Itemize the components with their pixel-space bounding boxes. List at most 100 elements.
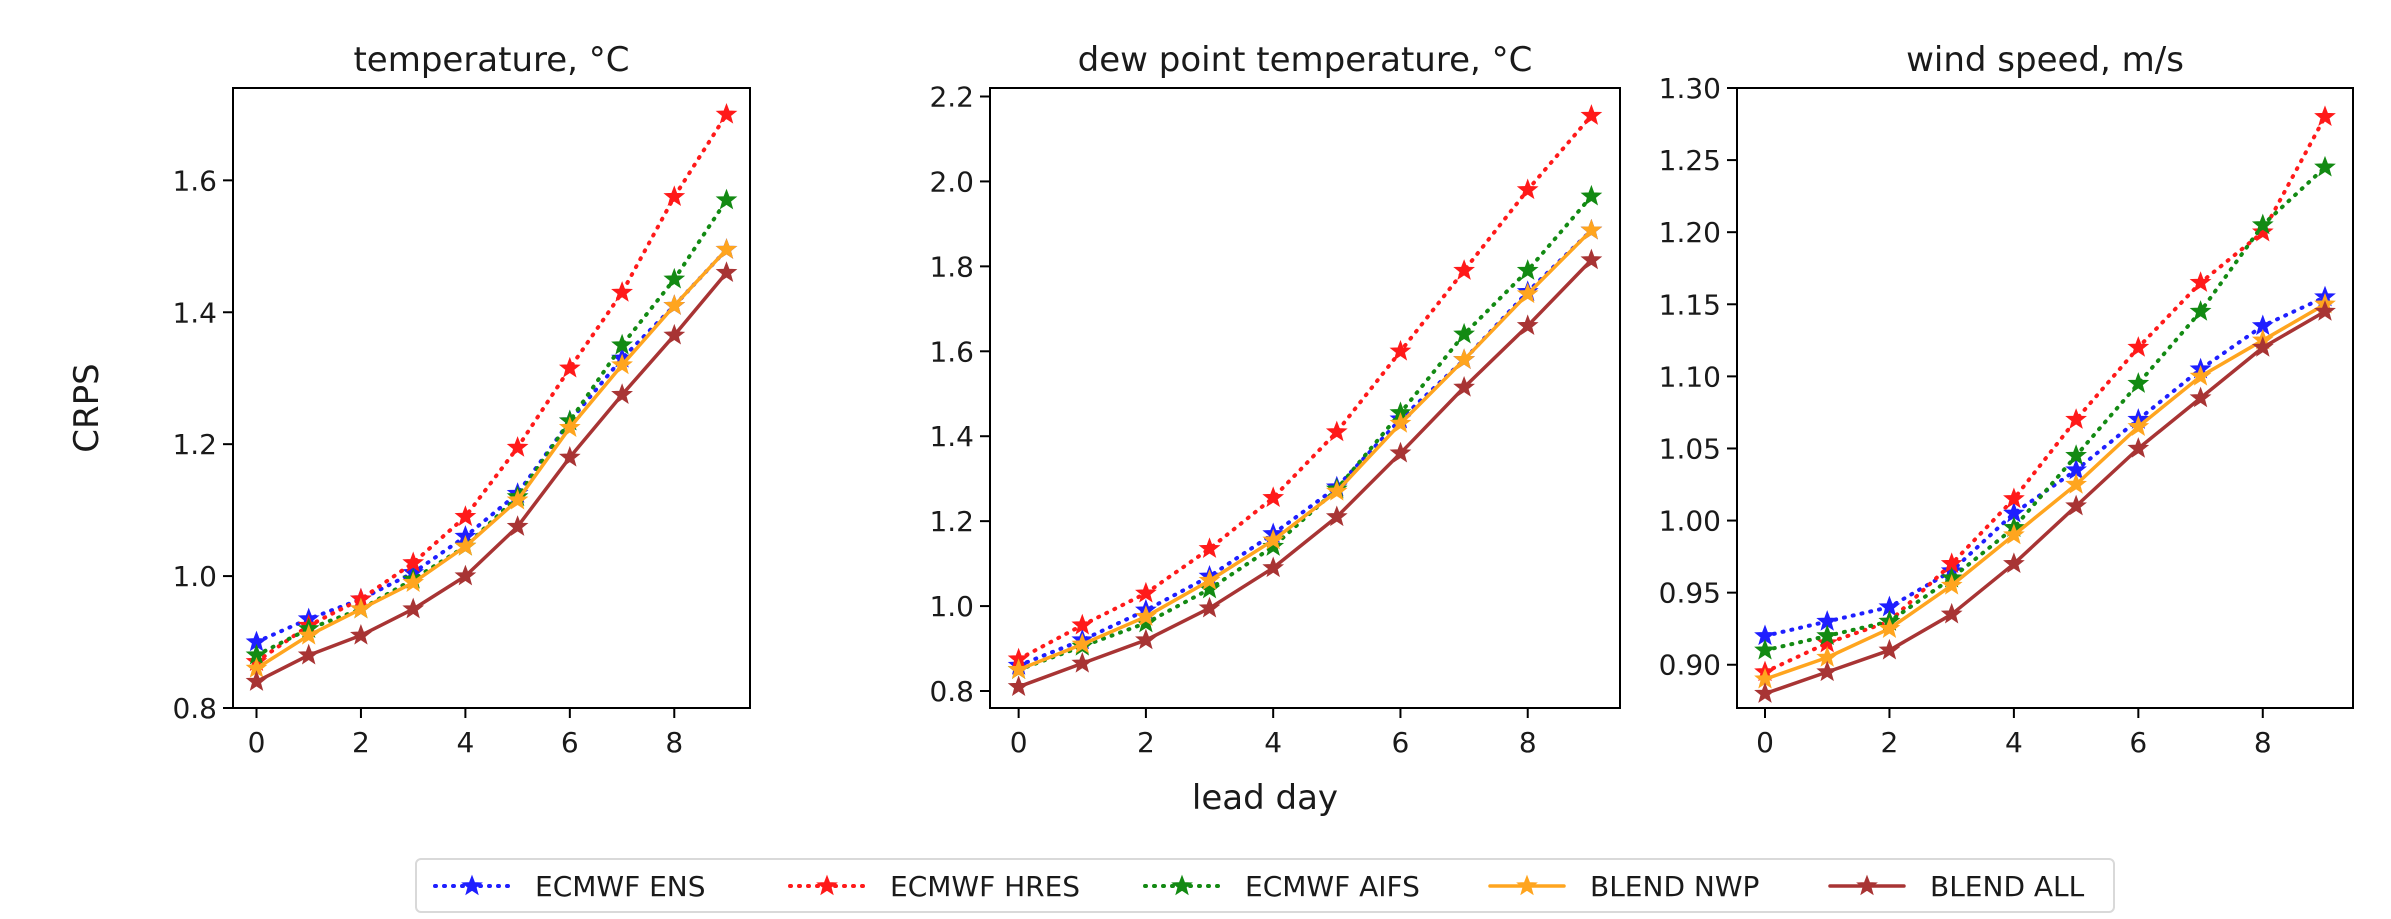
data-point bbox=[1007, 675, 1030, 697]
y-tick-label: 1.00 bbox=[1659, 505, 1721, 538]
data-point bbox=[1816, 660, 1839, 682]
data-point bbox=[1135, 581, 1157, 603]
y-tick-label: 2.0 bbox=[929, 165, 974, 198]
data-point bbox=[2127, 372, 2150, 393]
data-point bbox=[2127, 437, 2150, 458]
legend-entry-blend-nwp: BLEND NWP bbox=[1488, 870, 1759, 903]
y-tick-label: 1.6 bbox=[172, 164, 217, 197]
data-point bbox=[1754, 638, 1776, 660]
data-point bbox=[1878, 638, 1901, 660]
data-point bbox=[2314, 105, 2336, 127]
x-tick-label: 8 bbox=[2254, 726, 2272, 759]
legend-entries: ECMWF ENS ECMWF HRES ECMWF AIFS BLEND NWP BL… bbox=[433, 870, 2085, 903]
chart-title: dew point temperature, °C bbox=[1078, 40, 1533, 80]
data-point bbox=[558, 356, 581, 378]
legend-marker bbox=[1171, 874, 1193, 896]
data-point bbox=[1878, 617, 1901, 638]
data-point bbox=[715, 188, 738, 210]
data-point bbox=[1325, 420, 1348, 442]
legend-label: BLEND NWP bbox=[1590, 870, 1759, 903]
legend-label: BLEND ALL bbox=[1930, 870, 2085, 903]
y-tick-label: 1.6 bbox=[929, 335, 974, 368]
data-point bbox=[1516, 178, 1539, 200]
series-line bbox=[254, 198, 729, 658]
data-point bbox=[1816, 624, 1839, 646]
series-blend-all bbox=[245, 261, 738, 691]
series-line bbox=[1016, 228, 1594, 668]
data-point bbox=[715, 238, 738, 259]
series-line bbox=[254, 112, 729, 664]
data-point bbox=[715, 261, 738, 282]
series-blend-all bbox=[1007, 248, 1603, 697]
data-point bbox=[1135, 605, 1157, 626]
data-point bbox=[402, 551, 425, 573]
data-point bbox=[1453, 348, 1475, 370]
y-tick-label: 1.4 bbox=[172, 296, 217, 329]
data-point bbox=[1389, 412, 1412, 433]
x-tick-label: 2 bbox=[1137, 726, 1155, 759]
chart-title: wind speed, m/s bbox=[1906, 40, 2184, 80]
data-point bbox=[2314, 155, 2336, 177]
series-blend-nwp bbox=[245, 238, 738, 678]
x-tick-label: 4 bbox=[1264, 726, 1282, 759]
y-tick-label: 0.95 bbox=[1659, 577, 1721, 610]
legend-entry-blend-all: BLEND ALL bbox=[1828, 870, 2085, 903]
data-point bbox=[297, 643, 320, 665]
data-point bbox=[1580, 218, 1603, 240]
data-point bbox=[2065, 494, 2087, 516]
y-tick-label: 1.4 bbox=[929, 420, 974, 453]
series-ecmwf-hres bbox=[245, 102, 738, 672]
series-line bbox=[1763, 165, 2327, 653]
x-tick-label: 6 bbox=[561, 726, 579, 759]
x-tick-label: 2 bbox=[352, 726, 370, 759]
data-point bbox=[2003, 552, 2025, 574]
data-point bbox=[2251, 336, 2274, 357]
y-tick-label: 2.2 bbox=[929, 80, 974, 113]
data-point bbox=[2189, 386, 2212, 408]
data-point bbox=[663, 185, 686, 207]
data-point bbox=[1940, 602, 1963, 624]
y-tick-label: 1.0 bbox=[929, 590, 974, 623]
data-point bbox=[611, 281, 633, 302]
data-point bbox=[1325, 505, 1348, 527]
data-point bbox=[2127, 415, 2150, 437]
data-point bbox=[2314, 300, 2336, 321]
chart-panel-2: dew point temperature, °C 0 2 4 6 8 0.8 1.0 1.2 1… bbox=[929, 40, 1621, 759]
data-point bbox=[611, 383, 633, 404]
y-tick-label: 0.8 bbox=[929, 675, 974, 708]
x-tick-label: 8 bbox=[1519, 726, 1537, 759]
data-point bbox=[402, 571, 425, 592]
data-point bbox=[454, 505, 477, 526]
data-point bbox=[245, 670, 268, 691]
data-point bbox=[1516, 259, 1539, 280]
data-point bbox=[1580, 184, 1603, 206]
chart-title: temperature, °C bbox=[353, 40, 629, 80]
series-blend-all bbox=[1754, 300, 2336, 703]
data-point bbox=[454, 564, 477, 586]
data-point bbox=[2065, 408, 2087, 429]
data-point bbox=[506, 515, 529, 536]
y-tick-label: 1.05 bbox=[1659, 432, 1721, 465]
series-ecmwf-ens bbox=[245, 238, 738, 652]
x-tick-label: 2 bbox=[1881, 726, 1899, 759]
data-point bbox=[663, 294, 686, 315]
y-tick-label: 1.8 bbox=[929, 250, 974, 283]
plot-frame bbox=[989, 87, 1621, 709]
data-point bbox=[558, 416, 581, 437]
y-tick-label: 1.15 bbox=[1659, 288, 1721, 321]
series-line bbox=[1763, 309, 2327, 696]
data-point bbox=[1198, 537, 1221, 558]
data-point bbox=[506, 436, 529, 457]
series-ecmwf-aifs bbox=[1007, 184, 1603, 680]
x-tick-label: 6 bbox=[1392, 726, 1410, 759]
plot-frame bbox=[232, 87, 751, 709]
data-point bbox=[1453, 322, 1475, 344]
data-point bbox=[715, 102, 738, 124]
data-point bbox=[1516, 314, 1539, 336]
x-tick-label: 4 bbox=[456, 726, 474, 759]
data-point bbox=[1071, 632, 1094, 654]
y-tick-label: 1.10 bbox=[1659, 360, 1721, 393]
legend-entry-ecmwf-ens: ECMWF ENS bbox=[433, 870, 706, 903]
legend-entry-ecmwf-aifs: ECMWF AIFS bbox=[1143, 870, 1420, 903]
y-tick-label: 1.0 bbox=[172, 560, 217, 593]
